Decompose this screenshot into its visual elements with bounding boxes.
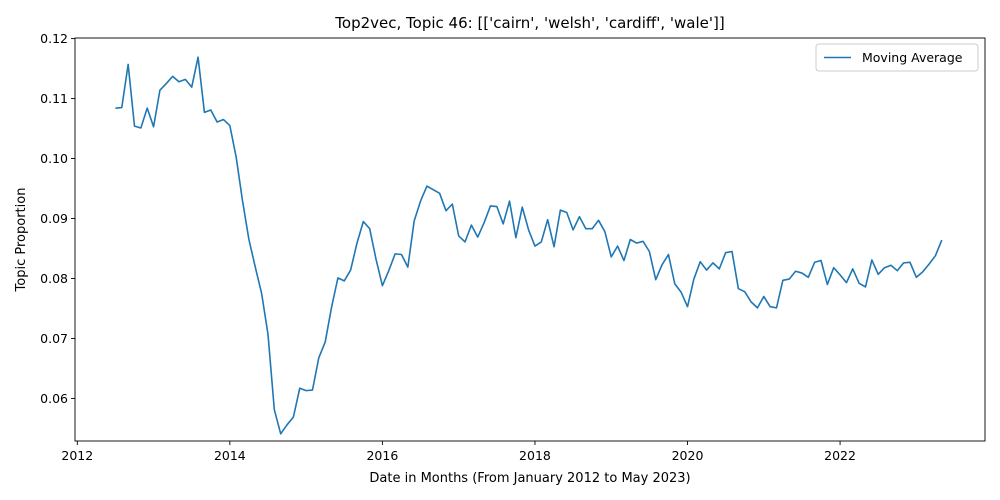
legend-box — [815, 43, 979, 72]
y-axis-ticks: 0.06 0.07 0.08 0.09 0.10 0.11 0.12 — [40, 31, 75, 406]
x-axis-ticks: 2012 2014 2016 2018 2020 2022 — [61, 441, 856, 463]
y-tick-label: 0.12 — [40, 31, 68, 46]
chart-title: Top2vec, Topic 46: [['cairn', 'welsh', '… — [334, 14, 724, 32]
legend: Moving Average — [815, 43, 979, 72]
y-axis-label: Topic Proportion — [14, 188, 29, 293]
x-tick-label: 2016 — [366, 448, 398, 463]
y-tick-label: 0.11 — [40, 91, 68, 106]
y-tick-label: 0.06 — [40, 391, 68, 406]
x-tick-label: 2018 — [519, 448, 551, 463]
legend-label: Moving Average — [862, 50, 963, 65]
x-tick-label: 2012 — [61, 448, 93, 463]
plot-area — [74, 37, 986, 442]
x-tick-label: 2022 — [824, 448, 856, 463]
y-tick-label: 0.10 — [40, 151, 68, 166]
x-tick-label: 2014 — [214, 448, 246, 463]
y-tick-label: 0.09 — [40, 211, 68, 226]
y-tick-label: 0.08 — [40, 271, 68, 286]
series-line-moving-average — [115, 56, 943, 435]
y-tick-label: 0.07 — [40, 331, 68, 346]
x-axis-label: Date in Months (From January 2012 to May… — [369, 471, 690, 486]
x-tick-label: 2020 — [672, 448, 704, 463]
